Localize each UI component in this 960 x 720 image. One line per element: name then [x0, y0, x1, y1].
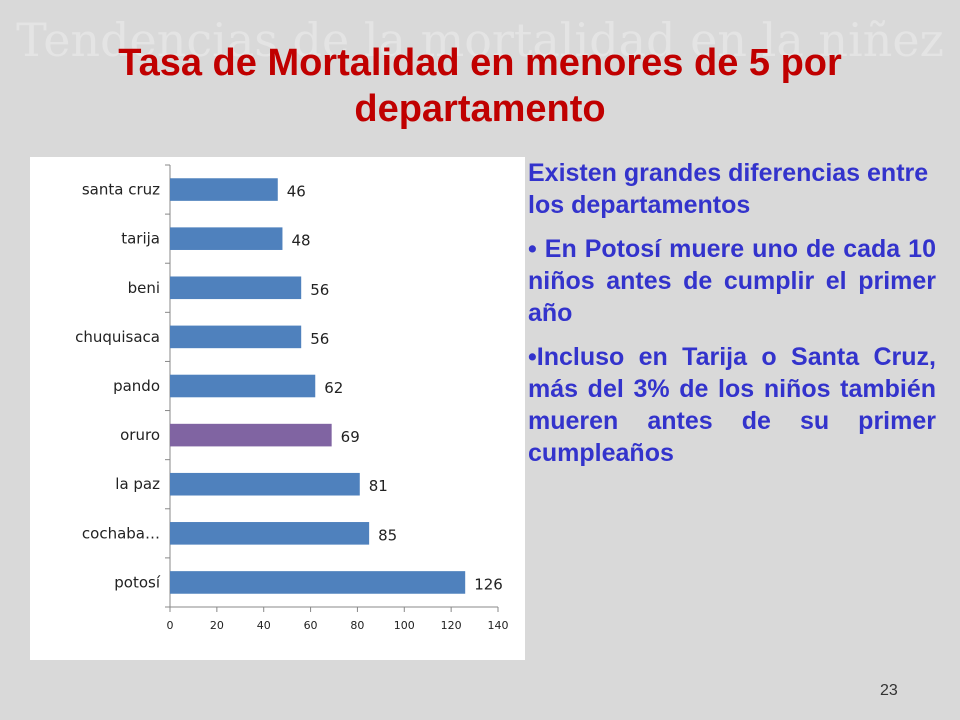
- bar: [170, 374, 316, 398]
- data-label: 81: [369, 477, 388, 495]
- x-tick-label: 140: [488, 619, 509, 632]
- x-tick-label: 40: [257, 619, 271, 632]
- category-label: oruro: [120, 426, 160, 444]
- bullet-tarija-santa-cruz: •Incluso en Tarija o Santa Cruz, más del…: [528, 343, 936, 467]
- bar: [170, 522, 370, 545]
- category-label: chuquisaca: [75, 328, 160, 346]
- category-label: santa cruz: [82, 181, 160, 199]
- bullet-potosi: • En Potosí muere uno de cada 10 niños a…: [528, 235, 936, 327]
- category-label: pando: [113, 377, 160, 395]
- page-number: 23: [880, 682, 898, 699]
- category-label: tarija: [121, 230, 160, 248]
- bar: [170, 472, 360, 496]
- x-tick-label: 120: [441, 619, 462, 632]
- background-title: Tendencias de la mortalidad en la niñez: [16, 13, 944, 67]
- bar: [170, 325, 302, 349]
- x-tick-label: 100: [394, 619, 415, 632]
- x-tick-label: 60: [304, 619, 318, 632]
- data-label: 48: [291, 232, 310, 250]
- lead-paragraph: Existen grandes diferencias entre los de…: [528, 159, 929, 219]
- category-label: potosí: [114, 573, 161, 591]
- data-label: 56: [310, 330, 329, 348]
- bar: [170, 571, 466, 594]
- category-label: la paz: [115, 475, 160, 493]
- category-label: beni: [128, 279, 160, 297]
- chart-svg: santa cruz 46 tarija 48 beni 56 chuquisaca 56 pa…: [75, 164, 509, 632]
- bar: [170, 227, 283, 250]
- data-label: 126: [474, 575, 503, 593]
- bar: [170, 276, 302, 300]
- bar-chart: santa cruz 46 tarija 48 beni 56 chuquisaca 56 pa…: [30, 157, 525, 660]
- x-tick-label: 80: [350, 619, 364, 632]
- x-tick-label: 0: [167, 619, 174, 632]
- bar: [170, 423, 332, 447]
- bar: [170, 178, 278, 201]
- text-panel: Existen grandes diferencias entre los de…: [528, 157, 936, 481]
- category-label: cochaba…: [82, 524, 160, 542]
- data-label: 46: [287, 183, 306, 201]
- data-label: 56: [310, 281, 329, 299]
- data-label: 85: [378, 526, 397, 544]
- x-tick-label: 20: [210, 619, 224, 632]
- slide-title: Tasa de Mortalidad en menores de 5 por d…: [118, 42, 842, 130]
- data-label: 62: [324, 379, 343, 397]
- data-label: 69: [341, 428, 360, 446]
